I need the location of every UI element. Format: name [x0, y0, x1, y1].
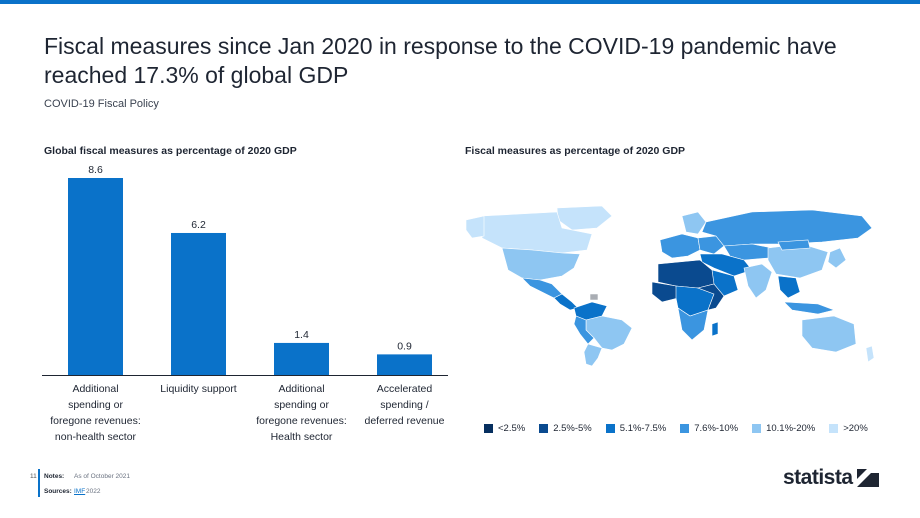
bar-value-label-4: 0.9: [397, 340, 412, 352]
bar-category-label-2: Liquidity support: [149, 381, 249, 397]
map-region-western-europe: [659, 233, 701, 259]
map-region-japan-korea: [827, 247, 847, 269]
map-region-usa: [501, 247, 581, 281]
legend-item-2: 2.5%-5%: [539, 423, 592, 434]
bar-category-label-3: Additional spending or foregone revenues: H…: [252, 381, 352, 445]
map-region-australia: [801, 315, 857, 353]
map-title: Fiscal measures as percentage of 2020 GD…: [465, 145, 686, 157]
map-region-argentina-chile: [583, 343, 603, 367]
map-countries: [465, 205, 875, 367]
legend-item-4: 7.6%-10%: [680, 423, 738, 434]
map-region-alaska: [465, 215, 485, 239]
map-legend: <2.5% 2.5%-5% 5.1%-7.5% 7.6%-10% 10.1%-20% >2…: [484, 423, 882, 434]
category-label-line: foregone revenues:: [256, 415, 347, 427]
legend-label: 2.5%-5%: [553, 423, 592, 434]
page-subtitle: COVID-19 Fiscal Policy: [44, 98, 159, 110]
map-region-mexico: [521, 277, 563, 299]
map-region-india: [743, 263, 773, 299]
map-region-indonesia: [783, 301, 836, 315]
notes-value: As of October 2021: [74, 473, 131, 480]
footer-accent-bar: [38, 469, 40, 497]
bar-category-label-4: Accelerated spending / deferred revenue: [355, 381, 455, 429]
top-accent-bar: [0, 0, 920, 4]
world-map: [465, 205, 875, 367]
bar-category-label-1: Additional spending or foregone revenues: n…: [46, 381, 146, 445]
map-region-madagascar: [711, 321, 719, 337]
sources-year: 2022: [86, 488, 101, 495]
statista-logo[interactable]: statista: [783, 466, 879, 490]
legend-item-5: 10.1%-20%: [752, 423, 815, 434]
legend-label: 10.1%-20%: [766, 423, 816, 434]
page-title: Fiscal measures since Jan 2020 in respon…: [44, 33, 837, 88]
category-label-line: deferred revenue: [364, 415, 445, 427]
legend-swatch: [484, 424, 493, 433]
map-region-eastern-europe: [697, 235, 725, 255]
legend-item-1: <2.5%: [484, 423, 525, 434]
sources-link[interactable]: IMF: [74, 488, 86, 495]
map-region-peru-bolivia: [573, 315, 595, 345]
map-region-russia: [701, 209, 873, 247]
category-label-line: foregone revenues:: [50, 415, 141, 427]
map-region-east-africa: [696, 283, 725, 311]
bar-value-label-3: 1.4: [294, 329, 309, 341]
map-region-west-africa: [651, 281, 679, 303]
map-region-scandinavia: [681, 211, 707, 235]
category-label-line: Health sector: [270, 431, 333, 443]
bar-chart-title: Global fiscal measures as percentage of …: [44, 145, 297, 157]
bar-value-label-2: 6.2: [191, 219, 206, 231]
category-label-line: spending or: [274, 399, 329, 411]
sources-label: Sources:: [44, 488, 72, 495]
category-label-line: spending /: [380, 399, 429, 411]
bar-1: [68, 178, 123, 375]
category-label-line: Liquidity support: [160, 383, 237, 395]
page-number: 11: [30, 473, 37, 480]
legend-swatch: [752, 424, 762, 433]
bar-3: [274, 342, 329, 375]
map-region-southeast-asia: [777, 275, 801, 299]
category-label-line: Additional: [72, 383, 119, 395]
map-region-mongolia: [777, 239, 811, 251]
category-label-line: spending or: [68, 399, 123, 411]
bar-2: [171, 232, 226, 375]
legend-label: <2.5%: [498, 423, 526, 434]
legend-label: 5.1%-7.5%: [619, 423, 667, 434]
legend-item-3: 5.1%-7.5%: [605, 423, 667, 434]
legend-swatch: [680, 424, 690, 433]
legend-swatch: [539, 424, 549, 433]
map-region-gray-country: [589, 293, 599, 301]
bar-4: [377, 354, 432, 375]
bar-chart: 8.6 6.2 1.4 0.9: [42, 164, 448, 376]
logo-text: statista: [783, 466, 853, 489]
map-region-southern-africa: [677, 307, 709, 341]
legend-swatch: [605, 424, 615, 433]
legend-item-6: >20%: [829, 423, 868, 434]
map-region-canada: [481, 211, 593, 254]
category-label-line: Additional: [278, 383, 325, 395]
notes-label: Notes:: [44, 473, 65, 480]
map-region-brazil: [585, 315, 633, 351]
bar-value-label-1: 8.6: [88, 164, 103, 176]
category-label-line: Accelerated: [376, 383, 433, 395]
map-region-greenland: [556, 205, 613, 231]
map-region-north-africa: [657, 259, 715, 289]
category-label-line: non-health sector: [54, 431, 137, 443]
legend-swatch: [829, 424, 839, 433]
legend-label: 7.6%-10%: [694, 423, 739, 434]
map-region-new-zealand: [865, 345, 875, 363]
logo-mark-icon: [856, 469, 879, 487]
legend-label: >20%: [843, 423, 868, 434]
